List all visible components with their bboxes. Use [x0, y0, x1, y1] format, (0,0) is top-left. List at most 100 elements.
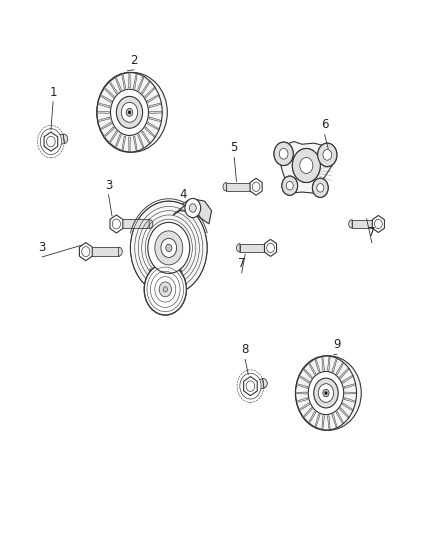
Polygon shape — [145, 127, 155, 138]
Polygon shape — [115, 76, 121, 91]
Polygon shape — [149, 220, 153, 229]
Polygon shape — [148, 122, 159, 130]
Circle shape — [110, 89, 148, 135]
Polygon shape — [129, 72, 130, 87]
Polygon shape — [109, 81, 117, 94]
Polygon shape — [328, 356, 330, 370]
Ellipse shape — [296, 356, 361, 430]
Circle shape — [159, 282, 171, 297]
Polygon shape — [138, 134, 144, 149]
Circle shape — [40, 128, 61, 155]
Polygon shape — [328, 416, 330, 430]
Polygon shape — [299, 375, 310, 383]
Circle shape — [126, 108, 133, 116]
Circle shape — [317, 183, 324, 192]
Text: 9: 9 — [333, 338, 341, 351]
Circle shape — [145, 264, 186, 315]
Circle shape — [240, 373, 261, 399]
Polygon shape — [339, 408, 349, 418]
Polygon shape — [336, 362, 344, 375]
Polygon shape — [133, 136, 137, 151]
Polygon shape — [138, 76, 144, 91]
Polygon shape — [122, 74, 126, 88]
Circle shape — [161, 238, 177, 257]
Polygon shape — [308, 411, 316, 424]
Text: 5: 5 — [230, 141, 238, 155]
Circle shape — [300, 158, 313, 173]
Polygon shape — [332, 358, 337, 372]
Polygon shape — [349, 220, 352, 228]
Polygon shape — [263, 378, 267, 388]
Polygon shape — [250, 378, 264, 391]
Polygon shape — [149, 117, 162, 122]
Circle shape — [282, 176, 297, 195]
Polygon shape — [352, 220, 378, 228]
Circle shape — [314, 378, 338, 408]
Polygon shape — [299, 403, 310, 411]
Polygon shape — [343, 403, 353, 411]
Polygon shape — [86, 247, 119, 256]
Polygon shape — [110, 215, 123, 233]
Circle shape — [312, 178, 328, 197]
Circle shape — [300, 158, 313, 173]
Polygon shape — [223, 182, 226, 191]
Circle shape — [292, 149, 320, 182]
Circle shape — [282, 176, 297, 195]
Circle shape — [279, 149, 288, 159]
Polygon shape — [109, 131, 117, 144]
Circle shape — [312, 178, 328, 197]
Text: 3: 3 — [39, 241, 46, 254]
Polygon shape — [149, 103, 162, 108]
Polygon shape — [129, 137, 130, 152]
Circle shape — [274, 142, 293, 165]
Text: 3: 3 — [105, 179, 112, 191]
Polygon shape — [345, 392, 357, 394]
Circle shape — [166, 244, 172, 252]
Polygon shape — [265, 239, 276, 256]
Polygon shape — [79, 243, 92, 261]
Circle shape — [317, 183, 324, 192]
Polygon shape — [336, 411, 344, 424]
Circle shape — [274, 142, 293, 165]
Polygon shape — [141, 81, 150, 94]
Text: 7: 7 — [368, 227, 375, 239]
Polygon shape — [98, 103, 110, 108]
Polygon shape — [308, 362, 316, 375]
Polygon shape — [133, 74, 137, 88]
Polygon shape — [303, 368, 312, 378]
Circle shape — [279, 149, 288, 159]
Polygon shape — [332, 414, 337, 428]
Polygon shape — [296, 398, 308, 402]
Polygon shape — [240, 244, 271, 252]
Circle shape — [323, 150, 332, 160]
Polygon shape — [322, 416, 325, 430]
Polygon shape — [97, 111, 109, 114]
Circle shape — [318, 143, 337, 166]
Polygon shape — [148, 94, 159, 102]
Polygon shape — [98, 117, 110, 122]
Text: 1: 1 — [49, 85, 57, 99]
Polygon shape — [150, 111, 162, 114]
Text: 4: 4 — [179, 188, 187, 200]
Polygon shape — [344, 384, 356, 389]
Polygon shape — [314, 358, 320, 372]
Text: 8: 8 — [241, 343, 249, 357]
Polygon shape — [278, 142, 336, 193]
Polygon shape — [344, 398, 356, 402]
Polygon shape — [339, 368, 349, 378]
Circle shape — [325, 392, 327, 394]
Polygon shape — [100, 94, 112, 102]
Circle shape — [318, 143, 337, 166]
Circle shape — [163, 287, 167, 292]
Circle shape — [286, 181, 293, 190]
Polygon shape — [115, 134, 121, 149]
Polygon shape — [250, 178, 262, 195]
Circle shape — [155, 231, 183, 265]
Circle shape — [323, 389, 329, 397]
Circle shape — [128, 111, 131, 114]
Polygon shape — [372, 215, 385, 232]
Ellipse shape — [97, 72, 167, 152]
Polygon shape — [343, 375, 353, 383]
Circle shape — [117, 96, 143, 128]
Polygon shape — [296, 384, 308, 389]
